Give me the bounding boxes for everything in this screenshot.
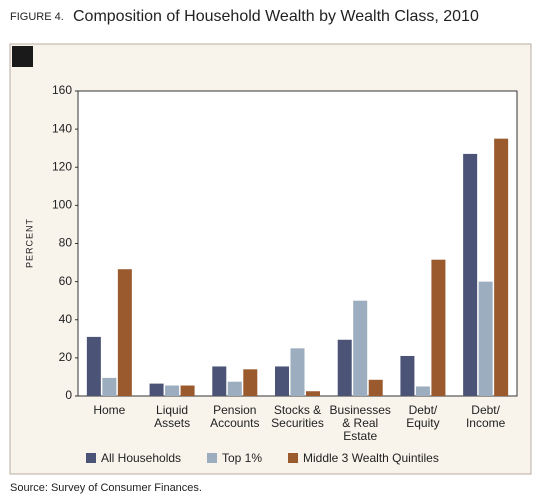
y-tick-label: 160 xyxy=(52,83,72,97)
bar xyxy=(275,366,289,396)
y-axis-label: PERCENT xyxy=(24,218,34,268)
x-tick-label: Stocks & xyxy=(274,403,321,417)
legend-swatch xyxy=(207,453,217,463)
bar xyxy=(227,381,242,396)
legend-swatch xyxy=(288,453,298,463)
x-tick-label: Estate xyxy=(343,429,377,443)
y-tick-label: 140 xyxy=(52,121,72,135)
bar xyxy=(463,153,478,396)
bar xyxy=(478,281,493,396)
bar xyxy=(400,355,415,396)
x-tick-label: Businesses xyxy=(330,403,391,417)
x-tick-label: Liquid xyxy=(156,403,188,417)
bar xyxy=(290,348,305,396)
chart-title: Composition of Household Wealth by Wealt… xyxy=(73,8,479,25)
bar xyxy=(149,383,164,396)
y-tick-label: 100 xyxy=(52,198,72,212)
bar xyxy=(337,339,352,396)
figure-label: FIGURE 4. xyxy=(10,11,64,23)
x-tick-label: Pension xyxy=(213,403,256,417)
x-tick-label: Income xyxy=(466,416,506,430)
x-tick-label: Assets xyxy=(154,416,190,430)
bar xyxy=(180,385,195,396)
legend-label: All Households xyxy=(101,451,181,465)
x-tick-label: Accounts xyxy=(210,416,259,430)
bar xyxy=(306,391,320,396)
corner-mark xyxy=(12,46,33,67)
y-tick-label: 40 xyxy=(59,312,73,326)
y-tick-label: 120 xyxy=(52,159,72,173)
bar xyxy=(494,138,509,396)
bar xyxy=(117,269,132,396)
bar xyxy=(212,366,227,396)
bar xyxy=(102,377,117,396)
legend-label: Middle 3 Wealth Quintiles xyxy=(303,451,439,465)
bar xyxy=(86,336,101,396)
bar xyxy=(368,379,383,396)
legend-swatch xyxy=(86,453,96,463)
x-tick-label: & Real xyxy=(342,416,378,430)
bar xyxy=(431,259,446,396)
legend-label: Top 1% xyxy=(222,451,262,465)
bar xyxy=(353,300,368,396)
x-tick-label: Debt/ xyxy=(471,403,500,417)
x-tick-label: Home xyxy=(93,403,125,417)
bar xyxy=(415,386,430,396)
bar xyxy=(243,369,258,396)
x-tick-label: Debt/ xyxy=(409,403,438,417)
source-note: Source: Survey of Consumer Finances. xyxy=(10,482,202,494)
y-tick-label: 80 xyxy=(59,236,73,250)
y-tick-label: 0 xyxy=(65,388,72,402)
y-tick-label: 20 xyxy=(59,350,73,364)
y-tick-label: 60 xyxy=(59,274,73,288)
x-tick-label: Equity xyxy=(406,416,439,430)
x-tick-label: Securities xyxy=(271,416,324,430)
bar xyxy=(165,385,180,396)
